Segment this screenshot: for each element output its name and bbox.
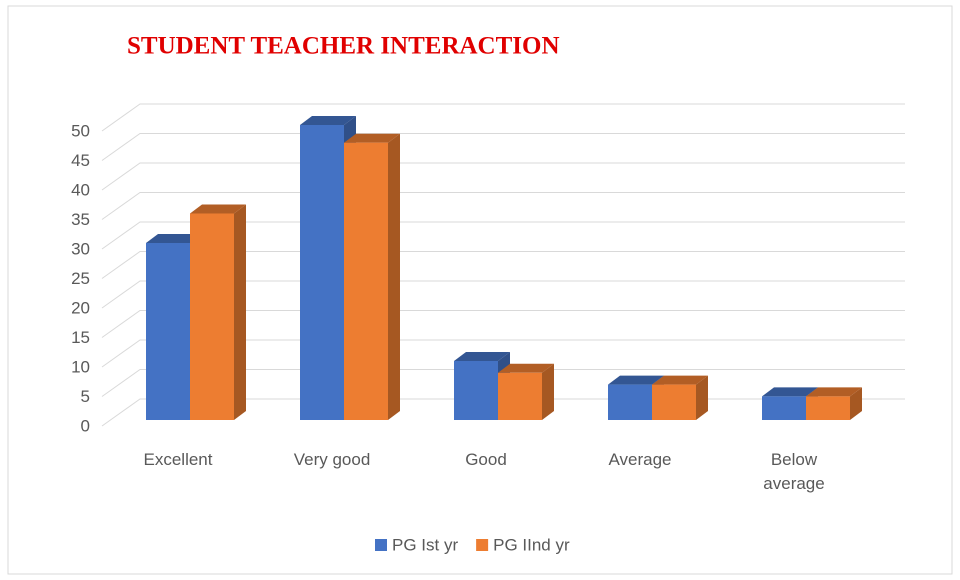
y-tick-label: 10 xyxy=(71,357,90,376)
y-tick-label: 35 xyxy=(71,210,90,229)
y-tick-label: 50 xyxy=(71,121,90,140)
x-tick-label: Excellent xyxy=(143,450,213,469)
chart-title: STUDENT TEACHER INTERACTION xyxy=(127,33,560,60)
grid-line xyxy=(101,192,905,220)
bar xyxy=(344,133,400,420)
x-tick-label: Average xyxy=(608,450,672,469)
bar-side xyxy=(850,387,862,420)
bar-front xyxy=(300,125,344,420)
bar-side xyxy=(388,133,400,420)
y-tick-label: 0 xyxy=(81,416,90,435)
bar-front xyxy=(454,361,498,420)
grid-line xyxy=(101,221,905,250)
bar-front xyxy=(806,396,850,420)
legend-label: PG Ist yr xyxy=(392,535,458,554)
bar-top xyxy=(652,375,708,385)
y-tick-label: 25 xyxy=(71,269,90,288)
bar-top xyxy=(608,375,664,385)
bar-top xyxy=(762,387,818,397)
bar xyxy=(498,363,554,420)
grid-line xyxy=(101,310,905,338)
legend-swatch xyxy=(375,539,387,551)
bar-front xyxy=(344,142,388,420)
y-tick-label: 40 xyxy=(71,180,90,199)
grid-line xyxy=(101,251,905,279)
bar-front xyxy=(762,396,806,420)
legend-label: PG IInd yr xyxy=(493,535,570,554)
bar-front xyxy=(498,372,542,420)
y-tick-label: 5 xyxy=(81,387,90,406)
y-tick-label: 15 xyxy=(71,328,90,347)
bar xyxy=(652,375,708,420)
bar-front xyxy=(608,384,652,420)
bar-top xyxy=(498,363,554,373)
grid-line xyxy=(101,103,905,132)
bar-top xyxy=(344,133,400,143)
bar-top xyxy=(190,204,246,214)
bar-top xyxy=(806,387,862,397)
bar-top xyxy=(146,234,202,243)
grid-line xyxy=(101,133,905,161)
bar-front xyxy=(190,213,234,420)
bar-side xyxy=(542,363,554,420)
x-tick-label: Good xyxy=(465,450,507,469)
grid-line xyxy=(101,280,905,309)
bar-side xyxy=(234,204,246,420)
grid-line xyxy=(101,339,905,368)
y-tick-label: 20 xyxy=(71,298,90,317)
bar xyxy=(806,387,862,420)
y-tick-label: 45 xyxy=(71,151,90,170)
bar-front xyxy=(146,243,190,420)
bar xyxy=(190,204,246,420)
bar-side xyxy=(696,375,708,420)
grid-line xyxy=(101,369,905,397)
x-tick-label: Very good xyxy=(293,450,371,469)
legend-swatch xyxy=(476,539,489,551)
bar-front xyxy=(652,384,696,420)
bar-top xyxy=(300,116,356,125)
bar-top xyxy=(454,352,510,361)
grid-line xyxy=(101,162,905,191)
x-tick-label: Below average xyxy=(763,450,825,493)
y-tick-label: 30 xyxy=(71,239,90,258)
